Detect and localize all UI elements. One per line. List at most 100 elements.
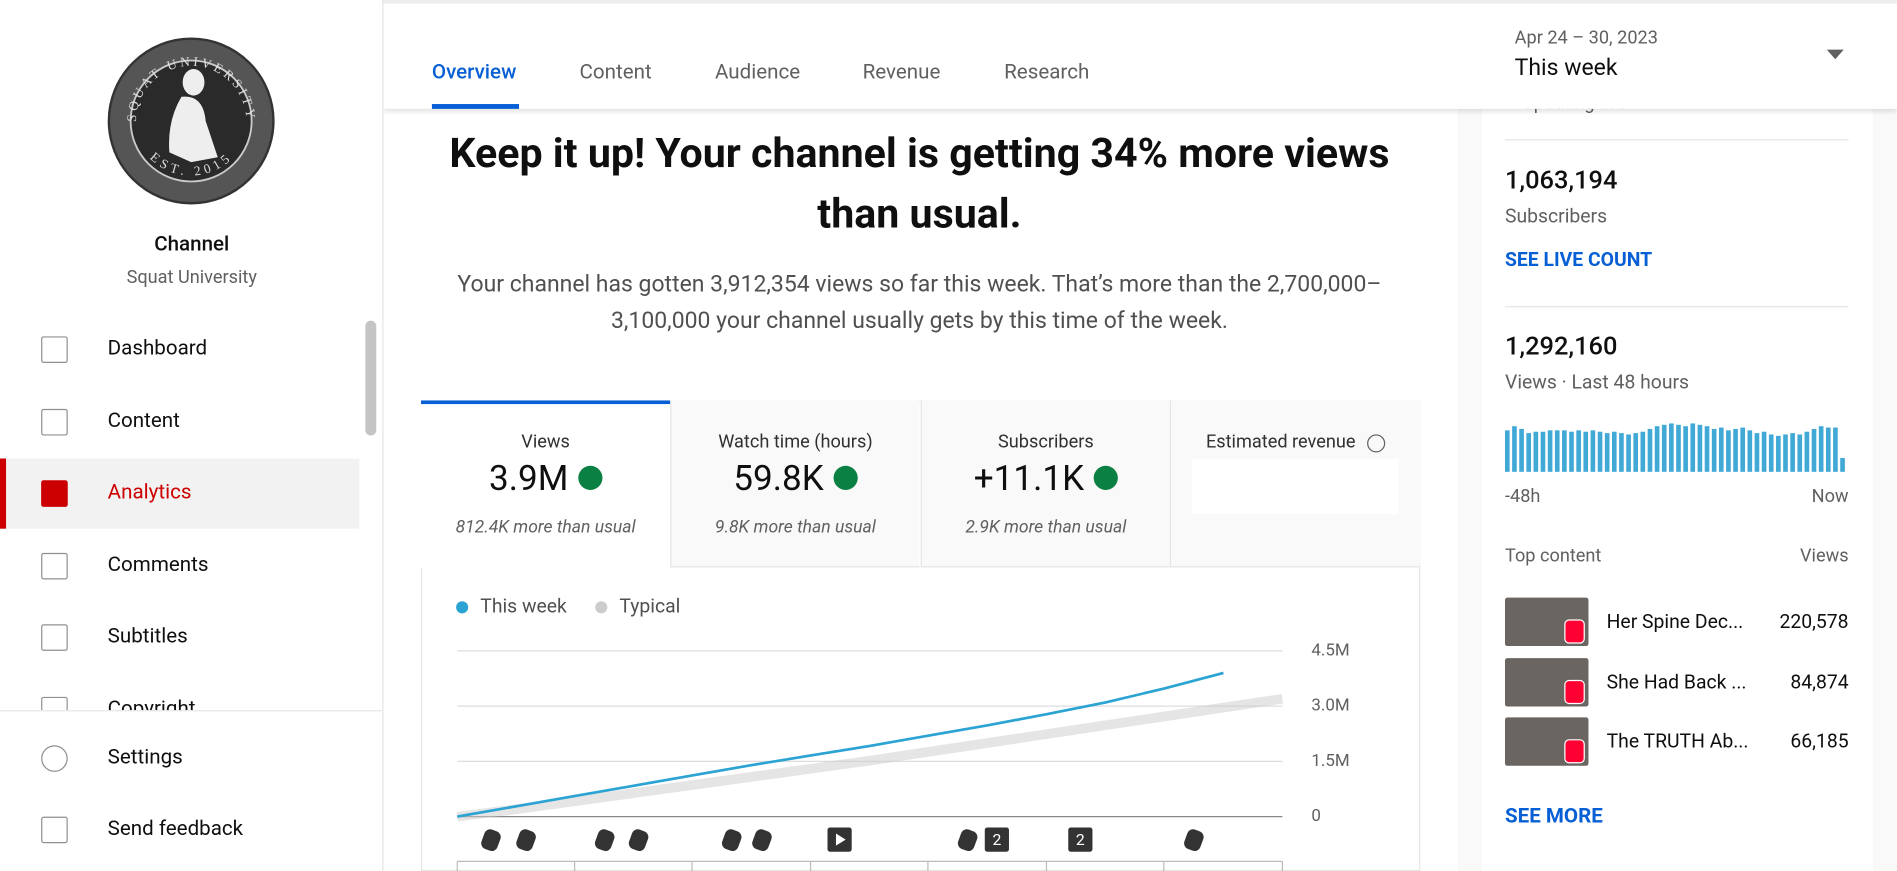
metric-value: +11.1K (922, 459, 1170, 500)
metric-value-text: 3.9M (489, 458, 569, 500)
metric-card[interactable]: Estimated revenue (1169, 400, 1421, 568)
bar (1512, 426, 1517, 472)
bar (1661, 424, 1667, 472)
bar (1783, 434, 1788, 472)
play-glyph (835, 833, 846, 846)
nav-icon (41, 408, 68, 435)
nav-active-bar (0, 458, 7, 529)
bar (1554, 430, 1560, 472)
bar (1619, 433, 1624, 472)
legend-dot[interactable] (595, 601, 608, 614)
see-more-link[interactable]: SEE MORE (1504, 804, 1603, 829)
footer-item[interactable]: Send feedback (107, 816, 244, 841)
up-icon (833, 466, 858, 491)
bar (1504, 430, 1510, 472)
up-icon (1093, 466, 1118, 491)
footer-item[interactable]: Settings (107, 745, 183, 770)
metric-label: Subscribers (998, 430, 1094, 453)
nav-item[interactable]: Dashboard (107, 336, 208, 361)
y-tick-label: 3.0M (1311, 696, 1349, 716)
badge[interactable] (1068, 827, 1093, 852)
metric-value-text: 59.8K (733, 458, 824, 500)
legend-label[interactable]: Typical (619, 594, 680, 617)
short-icon[interactable] (627, 828, 650, 853)
badge-count: 2 (992, 830, 1001, 849)
badge[interactable] (984, 827, 1009, 852)
tab[interactable]: Overview (431, 60, 517, 85)
bar (1633, 433, 1639, 472)
x-axis-ticks (456, 860, 1283, 871)
nav-item[interactable]: Copyright (107, 696, 196, 711)
headline: Keep it up! Your channel is getting 34% … (449, 129, 1390, 239)
tab[interactable]: Content (579, 60, 652, 85)
date-range[interactable]: Apr 24 – 30, 2023 (1514, 26, 1658, 49)
up-icon (578, 466, 603, 491)
bar (1562, 430, 1567, 472)
tab[interactable]: Research (1004, 60, 1090, 85)
scrollbar[interactable] (365, 320, 377, 436)
item-title[interactable]: The TRUTH Ab... (1606, 729, 1749, 753)
bar (1540, 431, 1546, 472)
nav-icon (41, 624, 68, 651)
channel-label: Channel (154, 232, 230, 257)
item-views: 66,185 (1790, 729, 1849, 753)
bar (1733, 428, 1738, 472)
legend-label[interactable]: This week (480, 594, 567, 617)
legend-dot[interactable] (456, 601, 469, 614)
short-icon[interactable] (750, 828, 773, 853)
footer-icon (41, 816, 68, 844)
bar (1761, 431, 1767, 472)
metric-value: 3.9M (421, 459, 670, 500)
item-title[interactable]: Her Spine Dec... (1606, 609, 1744, 633)
upload-markers: 2 2 (479, 827, 1205, 853)
metric-card[interactable]: Views 3.9M 812.4K more than usual (421, 400, 671, 568)
nav-item[interactable]: Content (107, 408, 180, 433)
bar (1647, 428, 1653, 472)
channel-logo[interactable]: SQUAT UNIVERSITY EST. 2015 (106, 36, 275, 205)
bar (1597, 431, 1603, 472)
short-icon[interactable] (720, 828, 743, 853)
bar (1690, 423, 1696, 472)
short-icon[interactable] (1182, 828, 1205, 853)
y-tick-label: 4.5M (1311, 640, 1349, 660)
bar (1797, 434, 1803, 472)
tab[interactable]: Revenue (862, 60, 941, 85)
bar (1754, 433, 1760, 472)
bar (1569, 431, 1574, 472)
bar (1726, 430, 1731, 472)
metric-label: Estimated revenue (1171, 431, 1420, 452)
short-icon[interactable] (515, 828, 538, 853)
short-badge (1564, 739, 1585, 764)
nav: Dashboard Content Analytics Comments Subtitl… (0, 302, 363, 711)
bar (1533, 431, 1539, 472)
bar (1576, 430, 1581, 472)
short-badge (1564, 619, 1585, 644)
bar (1718, 427, 1724, 472)
short-icon[interactable] (479, 828, 502, 853)
short-badge (1564, 679, 1585, 704)
nav-item[interactable]: Comments (107, 552, 209, 577)
item-title[interactable]: She Had Back ... (1606, 669, 1747, 693)
metric-card[interactable]: Subscribers +11.1K 2.9K more than usual (920, 400, 1170, 568)
bar (1833, 427, 1838, 472)
views-count: 1,292,160 (1504, 332, 1618, 362)
divider (1504, 306, 1849, 308)
nav-item[interactable]: Analytics (107, 480, 192, 505)
bar (1704, 426, 1710, 472)
y-tick-label: 1.5M (1311, 751, 1349, 771)
date-label[interactable]: This week (1514, 53, 1618, 82)
x-end-label: Now (1811, 485, 1849, 507)
tab-underline (431, 104, 520, 109)
dropdown-arrow[interactable] (1826, 49, 1844, 60)
live-count-link[interactable]: SEE LIVE COUNT (1504, 248, 1653, 271)
short-icon[interactable] (593, 828, 616, 853)
metric-card[interactable]: Watch time (hours) 59.8K 9.8K more than us… (670, 400, 920, 568)
nav-item[interactable]: Subtitles (107, 624, 188, 649)
bar (1747, 430, 1753, 472)
short-icon[interactable] (956, 828, 979, 853)
top-bar (383, 0, 1897, 109)
metric-note: 9.8K more than usual (714, 516, 876, 538)
divider (0, 710, 383, 712)
tab[interactable]: Audience (714, 60, 801, 85)
